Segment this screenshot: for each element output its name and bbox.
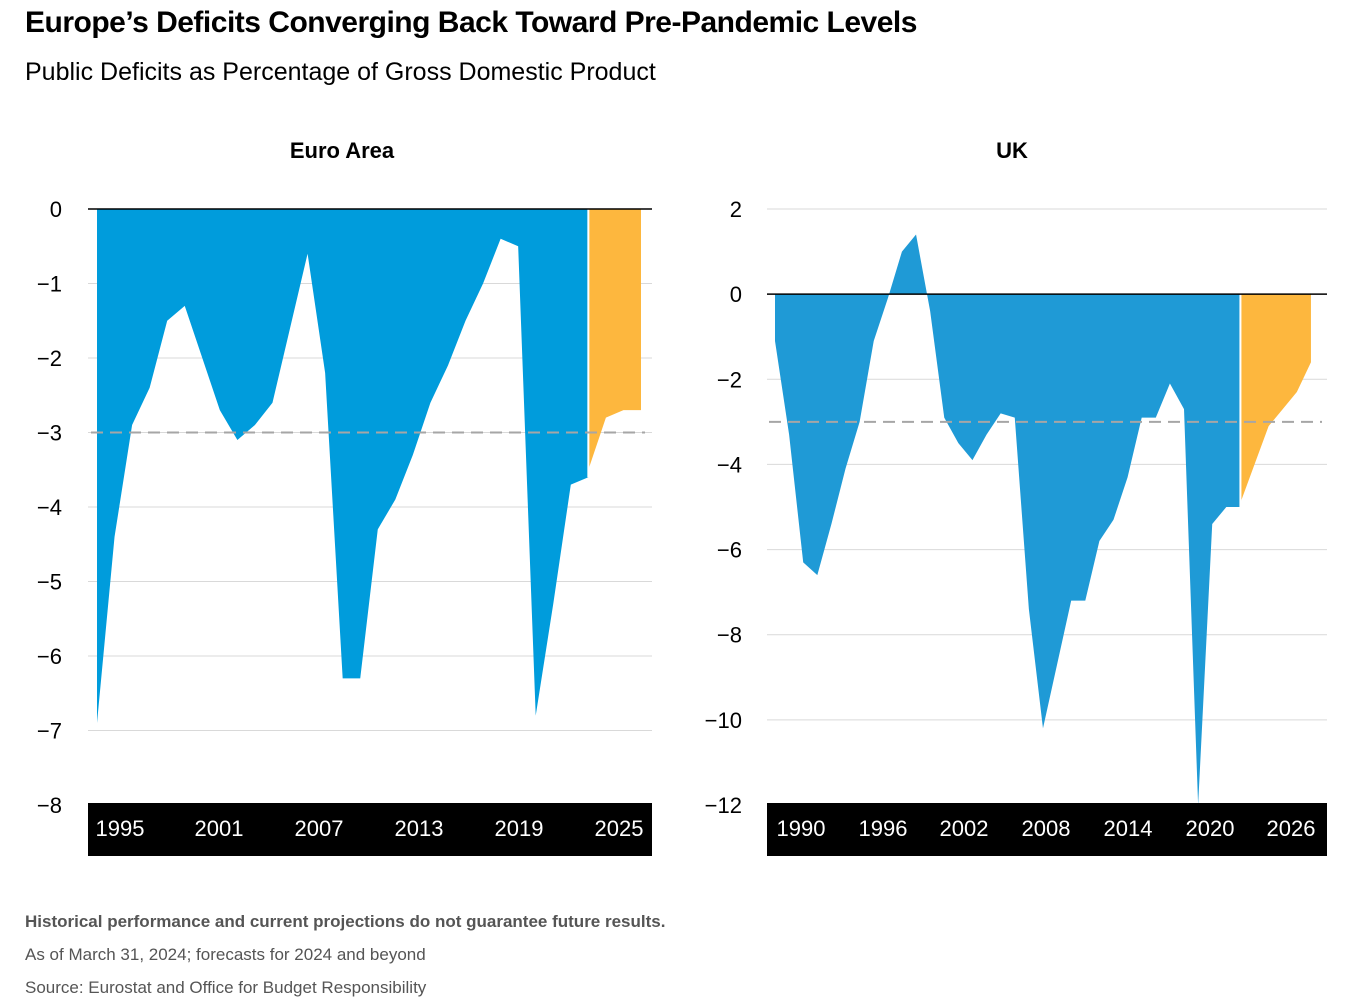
page-title: Europe’s Deficits Converging Back Toward… <box>25 6 917 39</box>
x-axis-band <box>88 803 652 856</box>
y-tick-label: −4 <box>717 452 742 477</box>
x-tick-label: 2026 <box>1267 816 1316 841</box>
forecast-area <box>1240 294 1311 503</box>
panel-title: UK <box>996 138 1028 163</box>
x-tick-label: 2001 <box>195 816 244 841</box>
x-tick-label: 2019 <box>495 816 544 841</box>
actual-area <box>97 209 589 724</box>
footnotes: Historical performance and current proje… <box>25 905 665 1004</box>
x-tick-label: 1995 <box>96 816 145 841</box>
source-note: Source: Eurostat and Office for Budget R… <box>25 978 427 997</box>
y-tick-label: −8 <box>37 793 62 818</box>
y-tick-label: −2 <box>717 367 742 392</box>
actual-area <box>775 234 1241 806</box>
x-tick-label: 2020 <box>1186 816 1235 841</box>
y-tick-label: 2 <box>730 197 742 222</box>
euro-area-panel: Euro Area 0 −1 −2 −3 −4 −5 −6 −7 −8 1995 2001 2007 20… <box>37 138 652 856</box>
x-tick-label: 2008 <box>1022 816 1071 841</box>
y-tick-label: −7 <box>37 719 62 744</box>
page-subtitle: Public Deficits as Percentage of Gross D… <box>25 58 656 86</box>
x-tick-label: 1990 <box>777 816 826 841</box>
x-tick-label: 2013 <box>395 816 444 841</box>
y-tick-label: −8 <box>717 623 742 648</box>
y-tick-label: −10 <box>705 708 742 733</box>
y-tick-label: −1 <box>37 272 62 297</box>
y-tick-label: −2 <box>37 346 62 371</box>
y-tick-label: −6 <box>37 644 62 669</box>
y-tick-label: 0 <box>730 282 742 307</box>
as-of-note: As of March 31, 2024; forecasts for 2024… <box>25 945 426 964</box>
x-tick-label: 2014 <box>1104 816 1153 841</box>
disclaimer-note: Historical performance and current proje… <box>25 912 666 931</box>
panel-title: Euro Area <box>290 138 395 163</box>
y-tick-label: −12 <box>705 793 742 818</box>
x-tick-label: 2025 <box>595 816 644 841</box>
y-tick-label: 0 <box>50 197 62 222</box>
x-tick-label: 2002 <box>940 816 989 841</box>
y-tick-label: −6 <box>717 538 742 563</box>
forecast-area <box>588 209 641 470</box>
x-tick-label: 2007 <box>295 816 344 841</box>
y-tick-label: −5 <box>37 570 62 595</box>
uk-panel: UK 2 0 −2 −4 −6 −8 −10 −12 1990 1996 2002 2008 2014 20… <box>705 138 1327 856</box>
x-axis-band <box>767 803 1327 856</box>
y-tick-label: −3 <box>37 421 62 446</box>
x-tick-label: 1996 <box>859 816 908 841</box>
y-tick-label: −4 <box>37 495 62 520</box>
